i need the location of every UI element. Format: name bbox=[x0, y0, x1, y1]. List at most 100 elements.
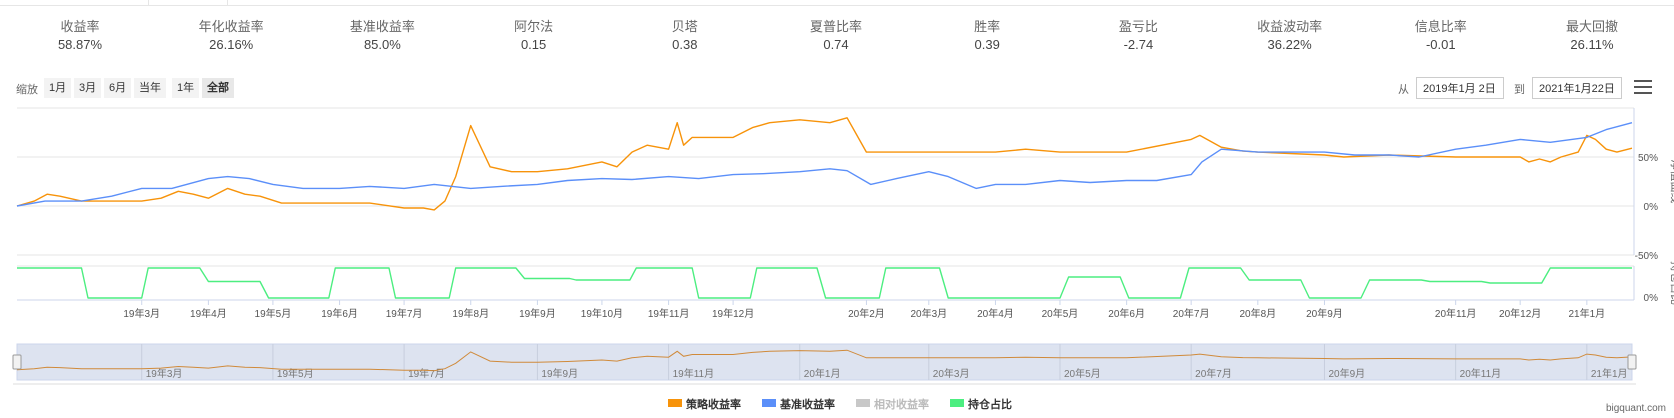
metric-item: 胜率 0.39 bbox=[917, 18, 1057, 54]
x-tick-label: 21年1月 bbox=[1568, 307, 1605, 320]
y-tick-label: 0% bbox=[1644, 293, 1659, 304]
metric-label: 年化收益率 bbox=[198, 19, 264, 34]
navigator-label: 20年9月 bbox=[1328, 367, 1365, 380]
metric-value: 0.38 bbox=[672, 37, 698, 52]
x-tick-label: 19年9月 bbox=[519, 307, 556, 320]
navigator-label: 19年3月 bbox=[146, 367, 183, 380]
metric-item: 信息比率 -0.01 bbox=[1371, 18, 1511, 54]
metric-value: 36.22% bbox=[1267, 37, 1312, 52]
metric-item: 阿尔法 0.15 bbox=[464, 18, 604, 54]
zoom-button-ytd[interactable]: 当年 bbox=[134, 78, 166, 98]
y-axis-label: 持仓占比 bbox=[1669, 261, 1674, 305]
zoom-label: 缩放 bbox=[16, 84, 38, 96]
zoom-button-1m[interactable]: 1月 bbox=[44, 78, 72, 98]
credit-text: bigquant.com bbox=[1605, 403, 1666, 414]
legend-swatch bbox=[668, 399, 682, 407]
y-tick-label: 50% bbox=[1638, 153, 1658, 164]
range-from-input[interactable] bbox=[1416, 77, 1504, 99]
x-tick-label: 20年11月 bbox=[1435, 307, 1477, 320]
metric-value: -2.74 bbox=[1123, 37, 1154, 52]
zoom-button-all[interactable]: 全部 bbox=[202, 78, 234, 98]
navigator-series-line bbox=[16, 349, 1633, 372]
chart-legend: 策略收益率 基准收益率 相对收益率 持仓占比 bbox=[0, 394, 1674, 412]
metric-item: 贝塔 0.38 bbox=[615, 18, 755, 54]
x-tick-label: 20年2月 bbox=[848, 307, 885, 320]
legend-swatch bbox=[856, 399, 870, 407]
metric-item: 基准收益率 85.0% bbox=[312, 18, 452, 54]
menu-icon-bar bbox=[1634, 80, 1652, 82]
metric-value: 26.11% bbox=[1570, 37, 1614, 52]
zoom-button-6m[interactable]: 6月 bbox=[104, 78, 132, 98]
x-tick-label: 19年6月 bbox=[321, 307, 358, 320]
navigator-label: 19年5月 bbox=[277, 367, 314, 380]
metric-item: 年化收益率 26.16% bbox=[161, 18, 301, 54]
x-tick-label: 20年12月 bbox=[1499, 307, 1541, 320]
metric-label: 信息比率 bbox=[1414, 19, 1467, 34]
metric-value: 85.0% bbox=[363, 37, 401, 52]
metric-value: 0.74 bbox=[823, 37, 849, 52]
hamburger-menu-icon[interactable] bbox=[1634, 80, 1652, 94]
range-to-label: 到 bbox=[1514, 84, 1525, 96]
x-tick-label: 20年7月 bbox=[1173, 307, 1210, 320]
metric-item: 收益率 58.87% bbox=[10, 18, 150, 54]
metric-label: 收益率 bbox=[60, 19, 100, 34]
metric-value: 26.16% bbox=[209, 37, 254, 52]
navigator-label: 19年9月 bbox=[541, 367, 578, 380]
metric-item: 收益波动率 36.22% bbox=[1220, 18, 1360, 54]
metric-label: 最大回撤 bbox=[1565, 19, 1618, 34]
x-tick-label: 20年4月 bbox=[977, 307, 1014, 320]
y-axis-label: 净值曲线 bbox=[1669, 160, 1674, 204]
x-tick-label: 19年4月 bbox=[190, 307, 227, 320]
metric-value: 58.87% bbox=[57, 37, 103, 52]
metric-value: 0.15 bbox=[520, 37, 547, 52]
metric-label: 基准收益率 bbox=[349, 19, 415, 34]
metric-label: 收益波动率 bbox=[1257, 19, 1323, 34]
navigator-handle-left[interactable] bbox=[12, 354, 22, 370]
x-tick-label: 19年5月 bbox=[255, 307, 292, 320]
metric-label: 胜率 bbox=[974, 19, 1001, 34]
zoom-button-3m[interactable]: 3月 bbox=[74, 78, 102, 98]
navigator-label: 20年5月 bbox=[1064, 367, 1101, 380]
metric-item: 夏普比率 0.74 bbox=[766, 18, 906, 54]
x-tick-label: 19年7月 bbox=[386, 307, 423, 320]
range-to-input[interactable] bbox=[1532, 77, 1622, 99]
menu-icon-bar bbox=[1634, 86, 1652, 88]
metric-item: 盈亏比 -2.74 bbox=[1068, 18, 1208, 54]
legend-label: 基准收益率 bbox=[780, 399, 835, 411]
y-tick-label: 0% bbox=[1644, 202, 1659, 213]
legend-label: 策略收益率 bbox=[686, 399, 741, 411]
metric-item: 最大回撤 26.11% bbox=[1522, 18, 1662, 54]
x-tick-label: 19年10月 bbox=[581, 307, 623, 320]
chart-area: 50% 0% -50% 净值曲线 0% 持仓占比 19年3月 19年4月 19年5月 19年6月 1… bbox=[12, 107, 1674, 385]
benchmark-line bbox=[16, 122, 1633, 207]
navigator-label: 20年7月 bbox=[1195, 367, 1232, 380]
x-tick-label: 19年3月 bbox=[123, 307, 160, 320]
x-tick-label: 19年8月 bbox=[452, 307, 489, 320]
x-tick-label: 20年8月 bbox=[1239, 307, 1276, 320]
legend-label: 持仓占比 bbox=[968, 399, 1012, 411]
navigator-handle-right[interactable] bbox=[1627, 354, 1637, 370]
metric-label: 盈亏比 bbox=[1118, 19, 1158, 34]
metric-value: 0.39 bbox=[974, 37, 1000, 52]
x-tick-label: 20年3月 bbox=[910, 307, 947, 320]
y-tick-label: -50% bbox=[1635, 251, 1658, 262]
top-divider bbox=[0, 0, 1674, 6]
navigator-label: 20年3月 bbox=[933, 367, 970, 380]
metric-label: 贝塔 bbox=[671, 19, 698, 34]
metric-value: -0.01 bbox=[1425, 37, 1456, 52]
zoom-button-1y[interactable]: 1年 bbox=[172, 78, 200, 98]
metrics-row: 收益率 58.87% 年化收益率 26.16% 基准收益率 85.0% 阿尔法 0.15 贝塔 0… bbox=[0, 18, 1674, 58]
menu-icon-bar bbox=[1634, 92, 1652, 94]
x-tick-label: 20年5月 bbox=[1042, 307, 1079, 320]
navigator-label: 19年7月 bbox=[408, 367, 445, 380]
legend-swatch bbox=[950, 399, 964, 407]
x-tick-label: 20年6月 bbox=[1108, 307, 1145, 320]
x-tick-label: 19年11月 bbox=[648, 307, 690, 320]
metric-label: 阿尔法 bbox=[514, 19, 554, 34]
top-tab-outline bbox=[148, 0, 228, 6]
metric-label: 夏普比率 bbox=[809, 19, 862, 34]
navigator-label: 20年11月 bbox=[1460, 367, 1502, 380]
position-line bbox=[17, 267, 1632, 299]
navigator-label: 19年11月 bbox=[673, 367, 715, 380]
legend-swatch bbox=[762, 399, 776, 407]
